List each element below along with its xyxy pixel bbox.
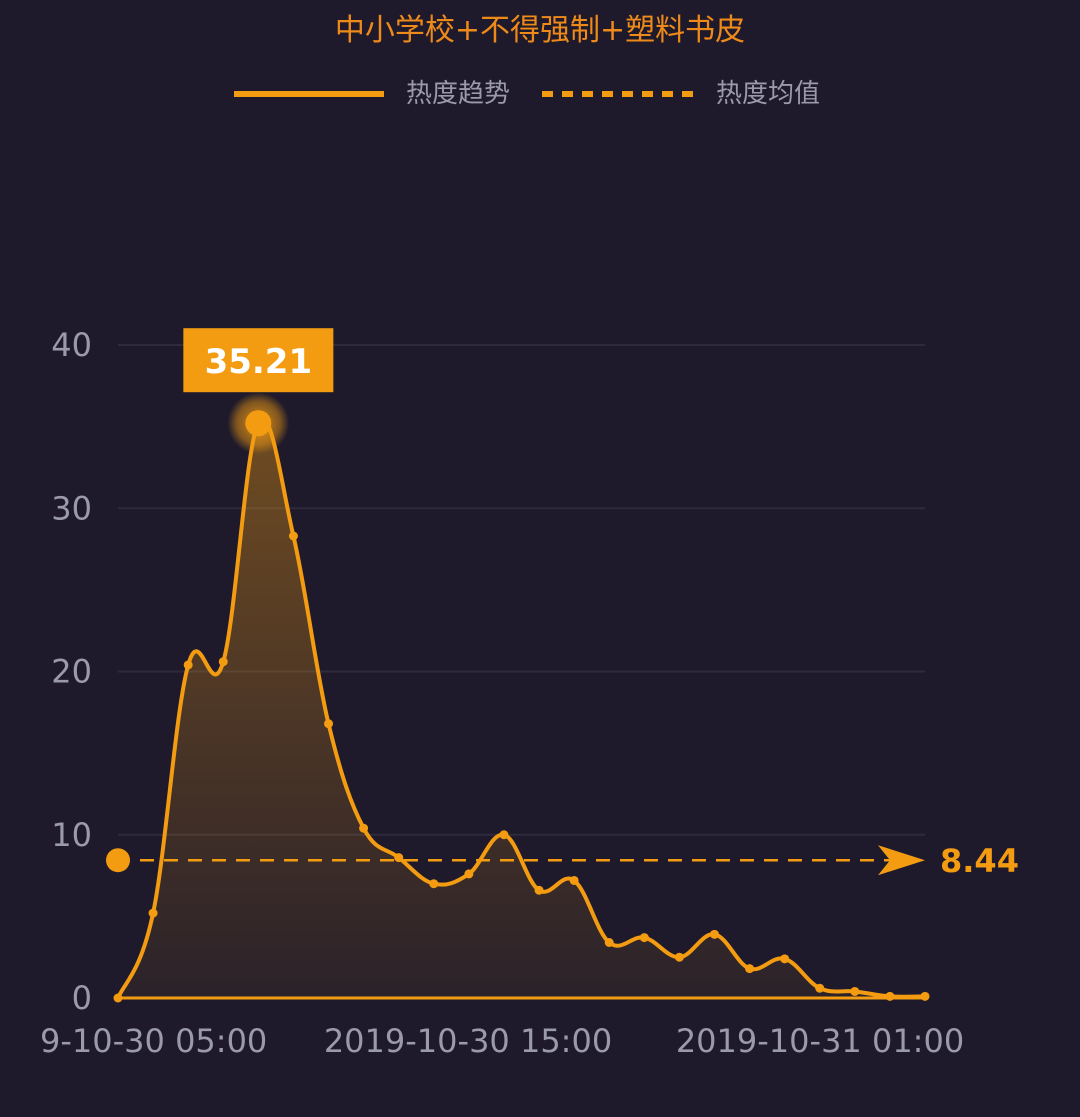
data-point — [464, 869, 474, 879]
data-point — [288, 531, 298, 541]
data-points — [113, 531, 930, 1003]
y-tick-label: 20 — [51, 653, 92, 691]
peak-value-badge — [183, 328, 334, 393]
data-point — [324, 719, 334, 729]
data-point — [604, 937, 614, 947]
data-point — [148, 908, 158, 918]
y-tick-label: 40 — [51, 326, 92, 364]
legend-label-trend: 热度趋势 — [406, 79, 510, 109]
data-point — [674, 952, 684, 962]
data-point — [920, 991, 930, 1001]
x-tick-label: 9-10-30 05:00 — [40, 1022, 267, 1060]
data-point — [850, 986, 860, 996]
data-point — [499, 830, 509, 840]
legend-label-average: 热度均值 — [716, 79, 820, 109]
data-point — [394, 853, 404, 863]
data-point — [639, 933, 649, 943]
legend: 热度趋势 热度均值 — [234, 79, 820, 109]
area-fill — [118, 419, 925, 1000]
data-point — [569, 875, 579, 885]
peak-value-label: 35.21 — [205, 342, 313, 382]
data-point — [815, 983, 825, 993]
data-point — [709, 929, 719, 939]
chart-title: 中小学校+不得强制+塑料书皮 — [335, 13, 745, 48]
peak-marker-group: 35.21 — [183, 328, 334, 455]
data-point — [534, 885, 544, 895]
data-point — [429, 879, 439, 889]
x-tick-label: 2019-10-31 01:00 — [676, 1022, 964, 1060]
data-point — [745, 964, 755, 974]
y-tick-label: 30 — [51, 489, 92, 527]
peak-point — [245, 410, 272, 437]
data-point — [885, 991, 895, 1001]
data-point — [780, 954, 790, 964]
y-axis-ticks: 0 10 20 30 40 — [51, 326, 92, 1017]
data-point — [183, 660, 193, 670]
data-point — [359, 823, 369, 833]
x-tick-label: 2019-10-30 15:00 — [324, 1022, 612, 1060]
x-axis-ticks: 9-10-30 05:00 2019-10-30 15:00 2019-10-31 … — [40, 1022, 964, 1060]
average-start-dot — [106, 848, 130, 873]
data-point — [218, 657, 228, 667]
area-fill-path — [118, 419, 925, 999]
y-tick-label: 0 — [72, 979, 92, 1017]
average-line-group: 8.44 — [106, 842, 1019, 880]
average-arrow-icon — [878, 845, 925, 876]
data-point — [113, 993, 123, 1003]
y-tick-label: 10 — [51, 816, 92, 854]
average-value-label: 8.44 — [940, 842, 1019, 880]
